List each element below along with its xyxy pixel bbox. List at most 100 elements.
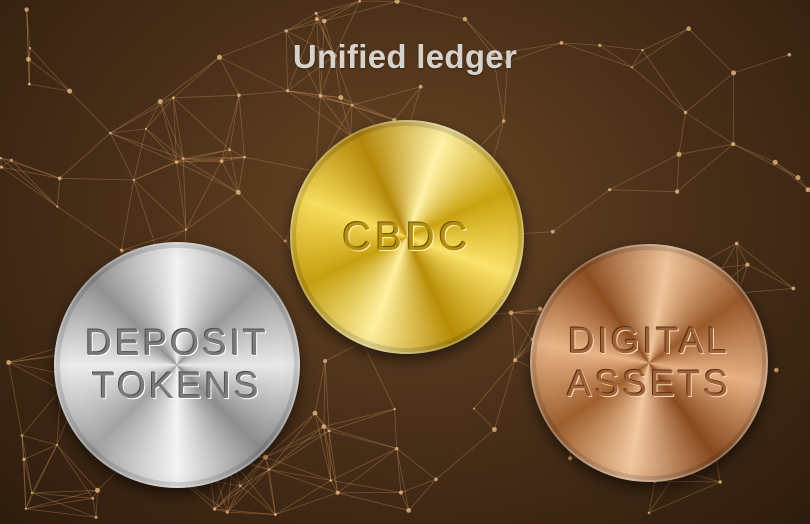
- network-line: [397, 1, 466, 20]
- network-line: [238, 90, 288, 96]
- network-line: [21, 389, 62, 436]
- network-line: [648, 481, 721, 514]
- network-node: [686, 26, 691, 32]
- network-line: [352, 104, 395, 121]
- network-line: [328, 430, 397, 449]
- network-line: [21, 435, 25, 460]
- network-line: [11, 159, 58, 207]
- network-line: [350, 105, 353, 136]
- network-line: [493, 42, 562, 55]
- network-line: [269, 469, 338, 494]
- network-line: [316, 0, 360, 20]
- network-line: [552, 189, 610, 233]
- coin-label-digital: DIGITAL: [567, 320, 731, 362]
- network-node: [772, 159, 778, 165]
- network-line: [314, 412, 330, 432]
- network-node: [745, 262, 750, 267]
- network-line: [494, 359, 516, 430]
- network-node: [513, 358, 518, 363]
- network-node: [502, 119, 506, 123]
- network-node: [24, 7, 29, 12]
- network-line: [221, 149, 231, 162]
- network-node: [774, 367, 779, 373]
- network-line: [265, 426, 325, 458]
- network-node: [217, 54, 222, 60]
- network-node: [492, 427, 497, 432]
- network-node: [24, 507, 27, 510]
- network-line: [314, 413, 332, 481]
- network-node: [676, 151, 682, 157]
- network-line: [56, 444, 98, 491]
- network-line: [133, 179, 187, 230]
- network-line: [176, 162, 187, 230]
- network-node: [508, 310, 514, 316]
- network-line: [214, 469, 270, 510]
- network-line: [315, 13, 335, 56]
- network-node: [641, 48, 644, 52]
- network-line: [219, 56, 288, 92]
- coin-label-tokens: TOKENS: [92, 365, 262, 406]
- network-line: [320, 95, 353, 106]
- network-line: [25, 508, 97, 518]
- network-line: [173, 97, 230, 150]
- network-node: [95, 487, 100, 493]
- network-line: [133, 128, 147, 181]
- network-node: [119, 248, 124, 252]
- network-line: [268, 430, 330, 470]
- network-line: [642, 28, 689, 51]
- network-line: [408, 479, 437, 511]
- network-line: [219, 57, 240, 96]
- network-line: [185, 160, 222, 230]
- network-line: [25, 497, 93, 510]
- network-line: [330, 480, 402, 493]
- network-line: [240, 456, 266, 487]
- network-line: [736, 243, 748, 265]
- network-node: [505, 59, 511, 65]
- network-node: [225, 510, 229, 514]
- network-line: [316, 18, 335, 56]
- network-line: [510, 312, 533, 340]
- network-line: [229, 149, 239, 193]
- network-line: [1, 166, 58, 207]
- network-line: [337, 492, 409, 511]
- network-line: [214, 508, 276, 515]
- network-line: [631, 28, 689, 68]
- network-line: [733, 54, 790, 74]
- network-line: [226, 456, 266, 513]
- network-line: [654, 480, 721, 483]
- network-line: [159, 101, 184, 159]
- network-line: [320, 55, 335, 96]
- network-line: [110, 132, 135, 181]
- network-line: [176, 161, 239, 193]
- network-line: [214, 485, 241, 510]
- network-line: [0, 157, 60, 179]
- network-line: [464, 18, 494, 55]
- network-line: [28, 58, 70, 92]
- network-line: [229, 95, 240, 150]
- network-node: [398, 490, 404, 495]
- network-node: [228, 148, 231, 151]
- network-line: [110, 101, 161, 134]
- network-line: [11, 159, 60, 179]
- network-line: [330, 480, 339, 493]
- network-node: [22, 457, 26, 461]
- network-node: [26, 56, 31, 62]
- network-line: [396, 448, 437, 480]
- network-line: [133, 179, 157, 248]
- network-line: [493, 54, 508, 63]
- network-node: [318, 93, 323, 98]
- network-line: [226, 485, 241, 513]
- network-node: [285, 89, 290, 93]
- network-node: [219, 159, 224, 164]
- network-line: [599, 45, 643, 51]
- network-line: [110, 128, 147, 134]
- network-line: [561, 42, 600, 46]
- network-line: [214, 508, 228, 513]
- network-line: [285, 30, 288, 91]
- network-line: [25, 492, 33, 509]
- network-line: [57, 206, 122, 251]
- network-node: [674, 189, 680, 194]
- network-line: [685, 112, 734, 145]
- network-line: [31, 492, 97, 518]
- network-line: [631, 49, 643, 68]
